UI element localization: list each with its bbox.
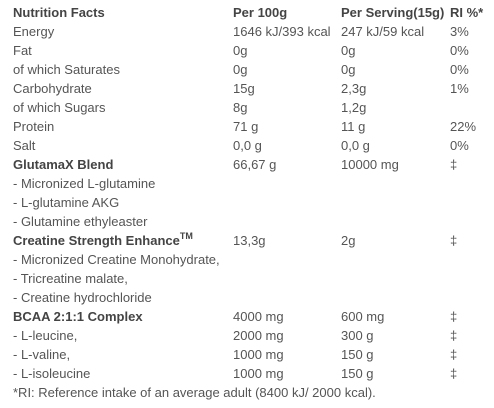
row-value: 150 g xyxy=(341,347,374,362)
row-value: 2g xyxy=(341,233,356,248)
row-label: - L-isoleucine xyxy=(13,366,91,381)
row-label: - L-leucine, xyxy=(13,328,78,343)
row-value: 13,3g xyxy=(233,233,266,248)
row-label: Carbohydrate xyxy=(13,81,92,96)
row-value: 1000 mg xyxy=(233,366,284,381)
header-cell: Per 100g xyxy=(233,5,288,20)
header-cell: RI %* xyxy=(450,5,484,20)
row-value: 300 g xyxy=(341,328,374,343)
row-value: 22% xyxy=(450,119,477,134)
row-value: 0% xyxy=(450,43,469,58)
row-label: - L-valine, xyxy=(13,347,71,362)
row-value: ‡ xyxy=(450,366,458,381)
row-value: 0g xyxy=(341,43,356,58)
row-value: 0g xyxy=(233,43,248,58)
row-value: ‡ xyxy=(450,233,458,248)
row-value: 150 g xyxy=(341,366,374,381)
row-value: ‡ xyxy=(450,309,458,324)
row-value: 66,67 g xyxy=(233,157,277,172)
row-value: 4000 mg xyxy=(233,309,284,324)
row-label: Creatine Strength EnhanceTM xyxy=(13,230,193,249)
row-value: 1,2g xyxy=(341,100,367,115)
row-value: 8g xyxy=(233,100,248,115)
header-cell: Per Serving(15g) xyxy=(341,5,445,20)
row-label: - Creatine hydrochloride xyxy=(13,290,152,305)
row-value: ‡ xyxy=(450,157,458,172)
row-label: - Tricreatine malate, xyxy=(13,271,128,286)
superscript: TM xyxy=(179,230,193,241)
row-label: BCAA 2:1:1 Complex xyxy=(13,309,143,324)
row-value: 10000 mg xyxy=(341,157,399,172)
row-label: of which Sugars xyxy=(13,100,106,115)
row-value: 0% xyxy=(450,62,469,77)
row-value: 1000 mg xyxy=(233,347,284,362)
row-value: 2000 mg xyxy=(233,328,284,343)
row-label: - L-glutamine AKG xyxy=(13,195,120,210)
row-label: - Glutamine ethyleaster xyxy=(13,214,148,229)
row-label: GlutamaX Blend xyxy=(13,157,114,172)
row-value: 15g xyxy=(233,81,255,96)
header-cell: Nutrition Facts xyxy=(13,5,105,20)
row-value: 2,3g xyxy=(341,81,367,96)
row-value: 0,0 g xyxy=(233,138,262,153)
row-value: 71 g xyxy=(233,119,259,134)
row-label: - Micronized Creatine Monohydrate, xyxy=(13,252,220,267)
row-value: ‡ xyxy=(450,347,458,362)
row-value: 0g xyxy=(233,62,248,77)
row-value: 600 mg xyxy=(341,309,385,324)
row-value: 1646 kJ/393 kcal xyxy=(233,24,331,39)
label-text: Creatine Strength Enhance xyxy=(13,233,180,248)
row-label: - Micronized L-glutamine xyxy=(13,176,156,191)
row-value: 0,0 g xyxy=(341,138,370,153)
row-value: 0g xyxy=(341,62,356,77)
row-value: 0% xyxy=(450,138,469,153)
row-label: Protein xyxy=(13,119,55,134)
footnote: *RI: Reference intake of an average adul… xyxy=(13,385,376,400)
row-label: of which Saturates xyxy=(13,62,120,77)
row-value: 247 kJ/59 kcal xyxy=(341,24,425,39)
row-label: Salt xyxy=(13,138,36,153)
row-value: 3% xyxy=(450,24,469,39)
row-value: ‡ xyxy=(450,328,458,343)
row-value: 11 g xyxy=(341,119,366,134)
row-label: Energy xyxy=(13,24,55,39)
row-label: Fat xyxy=(13,43,32,58)
row-value: 1% xyxy=(450,81,469,96)
